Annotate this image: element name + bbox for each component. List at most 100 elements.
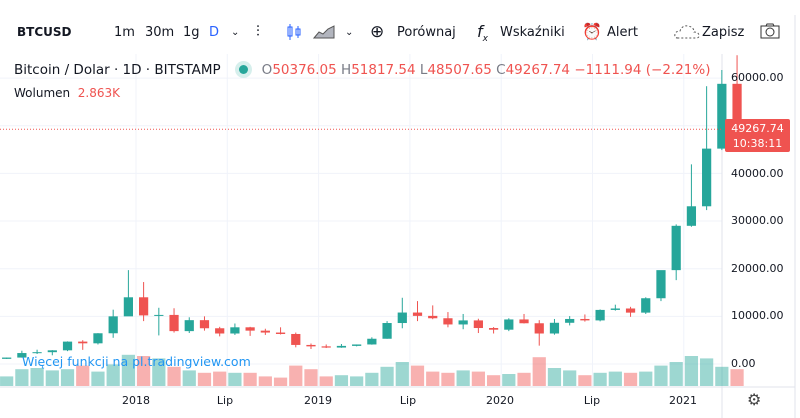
volume-bar <box>76 365 90 386</box>
candle-body <box>610 308 620 310</box>
alert-button[interactable]: Alert <box>607 25 638 40</box>
interval-30m[interactable]: 30m <box>145 25 175 40</box>
volume-label: Wolumen <box>14 86 71 100</box>
candle-body <box>412 312 423 316</box>
candle-body <box>595 309 605 321</box>
volume-bar <box>715 366 729 386</box>
volume-bar <box>608 371 622 386</box>
volume-bar <box>0 376 14 386</box>
function-icon[interactable]: fx <box>477 22 488 45</box>
indicators-button[interactable]: Wskaźniki <box>500 25 565 40</box>
candle-body <box>275 332 286 334</box>
candle-body <box>169 314 179 332</box>
y-tick: 20000.00 <box>731 262 784 275</box>
candle-body <box>321 346 331 348</box>
candle-body <box>625 308 636 313</box>
candle-body <box>717 83 727 149</box>
candle-body <box>473 320 483 329</box>
chevron-down-icon[interactable]: ⌄ <box>231 27 240 38</box>
area-chart-icon[interactable] <box>312 25 335 43</box>
candle-body <box>519 319 529 324</box>
candle-body <box>656 270 666 299</box>
volume-bar <box>486 375 501 386</box>
camera-icon[interactable] <box>760 23 780 43</box>
candle-body <box>488 328 499 330</box>
x-tick: 2018 <box>122 394 150 407</box>
candle-body <box>686 206 697 226</box>
volume-bar <box>532 357 546 386</box>
volume-bar <box>426 371 440 386</box>
open-value: 50376.05 <box>272 62 337 78</box>
save-button[interactable]: Zapisz <box>702 25 745 40</box>
volume-bar <box>15 369 29 386</box>
volume-bar <box>365 372 379 386</box>
volume-bar <box>639 371 653 386</box>
volume-bar <box>304 369 318 386</box>
bar-countdown: 10:38:11 <box>732 137 783 150</box>
candle-body <box>199 320 210 329</box>
candle-body <box>2 357 12 359</box>
chevron-down-icon[interactable]: ⌄ <box>345 27 354 38</box>
candles-icon[interactable] <box>286 23 302 45</box>
candle-body <box>702 148 712 207</box>
alarm-clock-icon[interactable]: ⏰ <box>582 22 602 41</box>
x-tick: Lip <box>399 394 417 407</box>
volume-bar <box>623 372 638 386</box>
interval-1m[interactable]: 1m <box>114 25 135 40</box>
candle-body <box>78 341 88 344</box>
change-value: −1111.94 (−2.21%) <box>574 62 711 78</box>
tradingview-link[interactable]: Więcej funkcji na pl.tradingview.com <box>22 354 251 369</box>
close-label: C <box>496 62 506 78</box>
y-tick: 10000.00 <box>731 309 784 322</box>
candle-body <box>458 320 468 325</box>
volume-bar <box>121 354 135 386</box>
candle-body <box>367 338 377 345</box>
cloud-icon[interactable] <box>674 24 700 44</box>
bar-chart-icon[interactable]: ⫶ <box>256 22 260 40</box>
candle-body <box>184 320 194 332</box>
gear-icon[interactable]: ⚙ <box>747 390 762 409</box>
candle-body <box>580 318 590 321</box>
candle-body <box>352 344 362 346</box>
candle-body <box>93 333 103 344</box>
x-tick: 2019 <box>304 394 332 407</box>
candle-body <box>32 352 42 354</box>
candle-body <box>504 319 514 330</box>
plus-circle-icon[interactable]: ⊕ <box>370 22 385 42</box>
volume-bar <box>197 372 212 386</box>
candle-body <box>245 327 255 331</box>
low-label: L <box>419 62 428 78</box>
volume-bar <box>547 368 562 386</box>
compare-button[interactable]: Porównaj <box>397 25 456 40</box>
volume-bar <box>319 376 333 386</box>
volume-bar <box>258 376 272 386</box>
last-price-label: 49267.74 10:38:11 <box>725 119 790 152</box>
volume-bar <box>152 358 166 386</box>
volume-bar <box>700 358 714 386</box>
y-tick: 30000.00 <box>731 214 784 227</box>
series-title: Bitcoin / Dolar · 1D · BITSTAMP <box>14 62 221 78</box>
interval-d[interactable]: D <box>209 25 220 40</box>
interval-1g[interactable]: 1g <box>183 25 200 40</box>
volume-bar <box>669 362 683 386</box>
candle-body <box>565 318 575 323</box>
volume-bar <box>91 371 105 386</box>
volume-bar <box>289 365 303 386</box>
symbol-search[interactable]: BTCUSD <box>17 25 72 39</box>
y-tick: 0.00 <box>731 357 756 370</box>
volume-bar <box>730 369 744 386</box>
last-price: 49267.74 <box>731 122 784 135</box>
open-label: O <box>261 62 273 78</box>
candle-body <box>154 314 164 316</box>
volume-bar <box>60 369 75 386</box>
volume-bar <box>654 365 668 386</box>
candle-body <box>671 225 681 271</box>
volume-bar <box>471 371 485 386</box>
candle-body <box>230 327 240 334</box>
x-tick: 2020 <box>486 394 514 407</box>
y-tick: 40000.00 <box>731 167 784 180</box>
high-value: 51817.54 <box>351 62 416 78</box>
candle-body <box>47 350 57 353</box>
volume-bar <box>182 370 196 386</box>
